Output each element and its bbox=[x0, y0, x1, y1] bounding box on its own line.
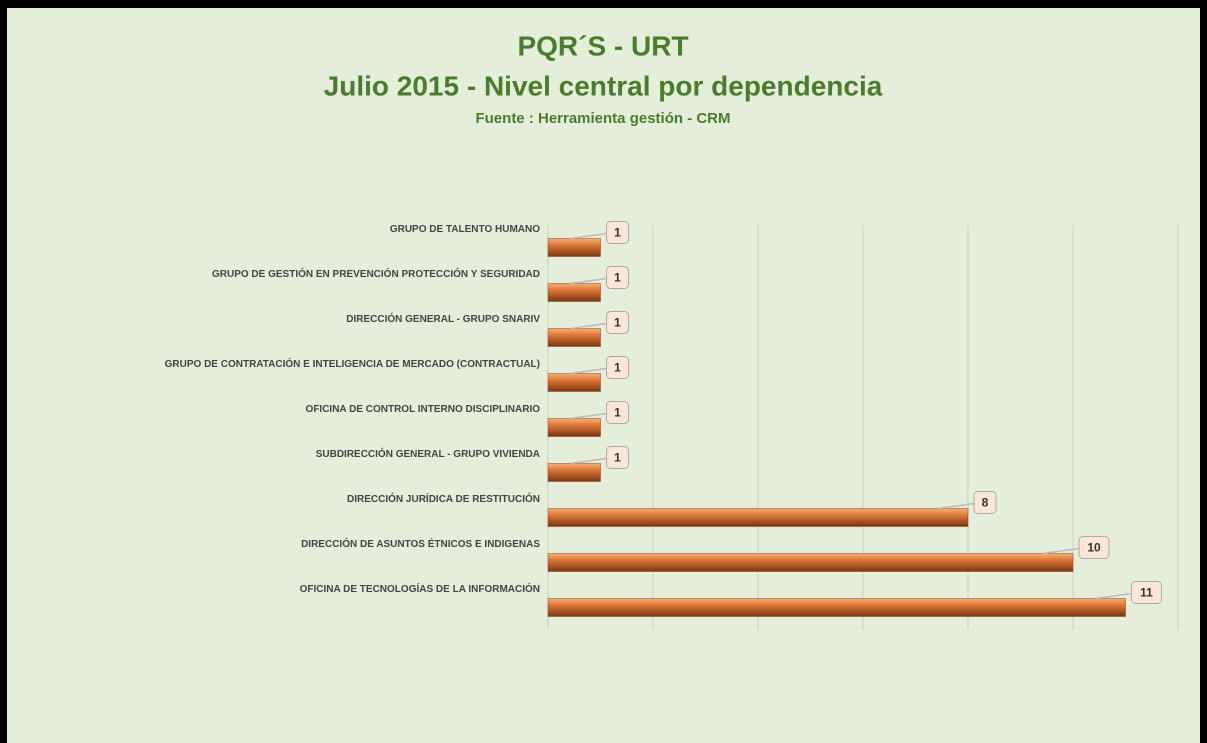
leader-line bbox=[570, 457, 607, 465]
bar bbox=[547, 373, 601, 392]
data-label-box bbox=[973, 491, 997, 514]
chart-subtitle: Julio 2015 - Nivel central por dependenc… bbox=[324, 70, 883, 101]
leader-line bbox=[570, 412, 607, 420]
data-label: 1 bbox=[614, 271, 621, 285]
leader-line bbox=[1042, 547, 1080, 555]
y-tick-label: SUBDIRECCIÓN GENERAL - GRUPO VIVIENDA bbox=[316, 447, 540, 460]
leader-line bbox=[570, 367, 607, 375]
bar bbox=[547, 328, 601, 347]
bar bbox=[547, 283, 601, 302]
data-label: 1 bbox=[614, 226, 621, 240]
y-tick-label: GRUPO DE TALENTO HUMANO bbox=[390, 224, 540, 235]
leader-line bbox=[937, 502, 975, 510]
data-label: 10 bbox=[1087, 541, 1101, 555]
data-label: 1 bbox=[614, 361, 621, 375]
y-tick-label: OFICINA DE CONTROL INTERNO DISCIPLINARIO bbox=[306, 404, 541, 415]
bar bbox=[547, 418, 601, 437]
y-tick-label: GRUPO DE GESTIÓN EN PREVENCIÓN PROTECCIÓ… bbox=[212, 267, 540, 280]
bar bbox=[547, 463, 601, 482]
chart-source: Fuente : Herramienta gestión - CRM bbox=[475, 110, 730, 127]
y-tick-label: DIRECCIÓN GENERAL - GRUPO SNARIV bbox=[346, 312, 540, 325]
y-tick-label: DIRECCIÓN DE ASUNTOS ÉTNICOS E INDIGENAS bbox=[301, 537, 540, 550]
bar bbox=[547, 238, 601, 257]
data-label-box bbox=[606, 221, 629, 244]
data-label: 1 bbox=[614, 316, 621, 330]
data-label: 8 bbox=[982, 496, 989, 510]
data-label-box bbox=[1078, 536, 1110, 559]
data-label-box bbox=[606, 356, 629, 379]
chart-title: PQR´S - URT bbox=[517, 30, 688, 61]
bar bbox=[547, 508, 969, 527]
data-label-box bbox=[606, 446, 629, 469]
data-label: 11 bbox=[1140, 586, 1153, 600]
y-tick-label: DIRECCIÓN JURÍDICA DE RESTITUCIÓN bbox=[347, 492, 540, 505]
plot-background bbox=[7, 8, 1200, 743]
data-label: 1 bbox=[614, 451, 621, 465]
y-tick-label: GRUPO DE CONTRATACIÓN E INTELIGENCIA DE … bbox=[165, 357, 540, 370]
data-label-box bbox=[606, 311, 629, 334]
data-label-box bbox=[606, 266, 629, 289]
bar bbox=[547, 553, 1074, 572]
data-label-box bbox=[606, 401, 629, 424]
data-label: 1 bbox=[614, 406, 621, 420]
y-tick-label: OFICINA DE TECNOLOGÍAS DE LA INFORMACIÓN bbox=[300, 582, 540, 595]
data-label-box bbox=[1131, 581, 1162, 604]
leader-line bbox=[1095, 592, 1132, 600]
leader-line bbox=[570, 232, 607, 240]
leader-line bbox=[570, 322, 607, 330]
bar bbox=[547, 598, 1126, 617]
leader-line bbox=[570, 277, 607, 285]
